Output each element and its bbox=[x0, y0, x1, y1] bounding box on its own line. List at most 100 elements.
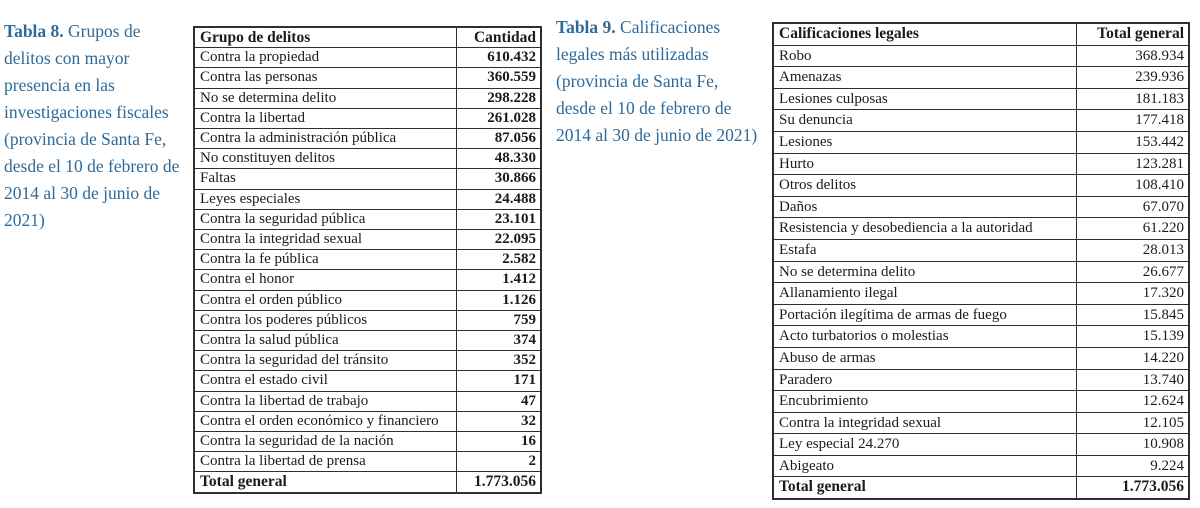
table8-total-label: Total general bbox=[193, 471, 457, 494]
table9-header-total: Total general bbox=[1075, 22, 1190, 46]
table9-row: Acto turbatorios o molestias 15.139 bbox=[772, 325, 1190, 348]
table9-caption-text: Calificaciones legales más utilizadas (p… bbox=[556, 17, 758, 145]
table9-header-row: Calificaciones legales Total general bbox=[772, 22, 1190, 46]
table8-row-label: Contra la seguridad del tránsito bbox=[193, 350, 457, 372]
table8-row-value: 87.056 bbox=[455, 128, 542, 150]
table9-header-calificaciones: Calificaciones legales bbox=[772, 22, 1077, 46]
table9-row: Otros delitos 108.410 bbox=[772, 174, 1190, 197]
table8-caption-text: Grupos de delitos con mayor presencia en… bbox=[4, 21, 180, 230]
table9-row: Amenazas 239.936 bbox=[772, 66, 1190, 89]
table9-row-label: Resistencia y desobediencia a la autorid… bbox=[772, 217, 1077, 240]
table9-row-label: Encubrimiento bbox=[772, 390, 1077, 413]
table9-row-value: 153.442 bbox=[1075, 130, 1190, 154]
table9-row: Contra la integridad sexual 12.105 bbox=[772, 411, 1190, 435]
table8-row-label: Contra el orden económico y financiero bbox=[193, 410, 457, 433]
table9-row-value: 12.105 bbox=[1075, 411, 1190, 435]
table9-row-value: 13.740 bbox=[1075, 368, 1190, 392]
table8-caption-label: Tabla 8. bbox=[4, 21, 64, 41]
table8-row: Contra la seguridad del tránsito 352 bbox=[193, 350, 542, 372]
table8-row-value: 298.228 bbox=[455, 87, 542, 109]
table8-row-value: 759 bbox=[455, 309, 542, 332]
table8-total-row: Total general 1.773.056 bbox=[193, 471, 542, 494]
table8-row: Contra el honor 1.412 bbox=[193, 269, 542, 291]
table8-row: Faltas 30.866 bbox=[193, 168, 542, 190]
table8-row: Contra el orden económico y financiero 32 bbox=[193, 410, 542, 433]
table8: Grupo de delitos Cantidad Contra la prop… bbox=[193, 26, 542, 494]
table9-row-label: Acto turbatorios o molestias bbox=[772, 325, 1077, 348]
table9-row-label: Paradero bbox=[772, 368, 1077, 392]
table9-row-value: 15.139 bbox=[1075, 325, 1190, 348]
table9-row: Lesiones culposas 181.183 bbox=[772, 87, 1190, 111]
table9-caption: Tabla 9. Calificaciones legales más util… bbox=[556, 14, 762, 149]
table9-row-label: Abuso de armas bbox=[772, 346, 1077, 370]
table8-row-label: Contra las personas bbox=[193, 67, 457, 89]
table8-row-value: 16 bbox=[455, 431, 542, 453]
table9-row: Hurto 123.281 bbox=[772, 152, 1190, 176]
table9-row: Ley especial 24.270 10.908 bbox=[772, 433, 1190, 456]
table8-row: Leyes especiales 24.488 bbox=[193, 188, 542, 210]
table9-total-label: Total general bbox=[772, 476, 1077, 500]
table9-row-label: No se determina delito bbox=[772, 260, 1077, 284]
table8-row: Contra la fe pública 2.582 bbox=[193, 249, 542, 271]
table9-row-value: 14.220 bbox=[1075, 346, 1190, 370]
table8-row: Contra la seguridad pública 23.101 bbox=[193, 208, 542, 231]
table9-row-value: 61.220 bbox=[1075, 217, 1190, 240]
table8-row-label: No constituyen delitos bbox=[193, 148, 457, 170]
table9-row-label: Estafa bbox=[772, 238, 1077, 262]
table9-row-value: 26.677 bbox=[1075, 260, 1190, 284]
table9-row-value: 239.936 bbox=[1075, 66, 1190, 89]
table9-row-label: Abigeato bbox=[772, 454, 1077, 478]
table8-header-row: Grupo de delitos Cantidad bbox=[193, 26, 542, 49]
table9-row: Su denuncia 177.418 bbox=[772, 109, 1190, 132]
table8-row-label: Contra la propiedad bbox=[193, 47, 457, 69]
table9-row-label: Su denuncia bbox=[772, 109, 1077, 132]
table9-row-value: 177.418 bbox=[1075, 109, 1190, 132]
table8-row: Contra la libertad 261.028 bbox=[193, 107, 542, 130]
table8-row: Contra la administración pública 87.056 bbox=[193, 128, 542, 150]
table8-row-value: 360.559 bbox=[455, 67, 542, 89]
table8-row-value: 1.126 bbox=[455, 289, 542, 311]
table9-row-value: 12.624 bbox=[1075, 390, 1190, 413]
table9-row-label: Otros delitos bbox=[772, 174, 1077, 197]
table9-row-value: 17.320 bbox=[1075, 282, 1190, 305]
table9-row: Robo 368.934 bbox=[772, 44, 1190, 68]
table8-row: Contra el orden público 1.126 bbox=[193, 289, 542, 311]
table8-row-label: Contra la libertad bbox=[193, 107, 457, 130]
table9-row-value: 123.281 bbox=[1075, 152, 1190, 176]
table9-row: Lesiones 153.442 bbox=[772, 130, 1190, 154]
table8-row-value: 374 bbox=[455, 330, 542, 352]
table8-row: Contra la integridad sexual 22.095 bbox=[193, 229, 542, 251]
table8-row-label: Contra el honor bbox=[193, 269, 457, 291]
table8-row-label: Contra la integridad sexual bbox=[193, 229, 457, 251]
table8-total-value: 1.773.056 bbox=[455, 471, 542, 494]
table8-row-value: 47 bbox=[455, 390, 542, 412]
table9-row-value: 67.070 bbox=[1075, 195, 1190, 219]
table8-row: Contra la libertad de prensa 2 bbox=[193, 451, 542, 473]
table8-row-value: 30.866 bbox=[455, 168, 542, 190]
table9-row-value: 10.908 bbox=[1075, 433, 1190, 456]
table8-caption: Tabla 8. Grupos de delitos con mayor pre… bbox=[4, 18, 190, 234]
table8-row: Contra el estado civil 171 bbox=[193, 370, 542, 392]
table8-row-value: 171 bbox=[455, 370, 542, 392]
table9-row-value: 181.183 bbox=[1075, 87, 1190, 111]
table8-row: Contra la salud pública 374 bbox=[193, 330, 542, 352]
table8-row-label: Contra el estado civil bbox=[193, 370, 457, 392]
table8-row: Contra las personas 360.559 bbox=[193, 67, 542, 89]
table8-row: No constituyen delitos 48.330 bbox=[193, 148, 542, 170]
table8-row-value: 261.028 bbox=[455, 107, 542, 130]
table9-row: Paradero 13.740 bbox=[772, 368, 1190, 392]
table9-row: Daños 67.070 bbox=[772, 195, 1190, 219]
table9-row-value: 15.845 bbox=[1075, 303, 1190, 327]
table9-row: Abuso de armas 14.220 bbox=[772, 346, 1190, 370]
table8-row-value: 22.095 bbox=[455, 229, 542, 251]
table9-row-label: Robo bbox=[772, 44, 1077, 68]
table8-row-value: 352 bbox=[455, 350, 542, 372]
table8-row: Contra la libertad de trabajo 47 bbox=[193, 390, 542, 412]
table9-row-label: Daños bbox=[772, 195, 1077, 219]
table9-row-label: Hurto bbox=[772, 152, 1077, 176]
table8-row-label: Leyes especiales bbox=[193, 188, 457, 210]
table8-header-grupo: Grupo de delitos bbox=[193, 26, 457, 49]
table9-row: Encubrimiento 12.624 bbox=[772, 390, 1190, 413]
table8-row-label: Contra la libertad de trabajo bbox=[193, 390, 457, 412]
